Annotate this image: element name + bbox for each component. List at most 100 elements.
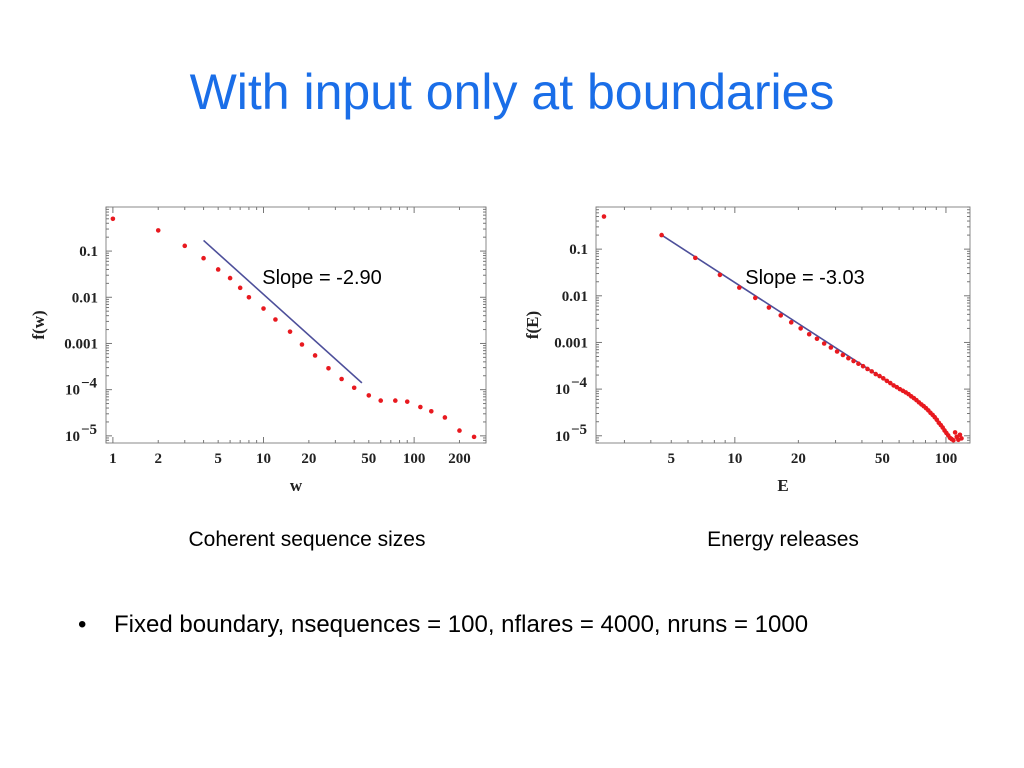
y-tick-label: 0.01 [72, 290, 98, 306]
bullet-list: Fixed boundary, nsequences = 100, nflare… [78, 608, 918, 642]
slope-annotation: Slope = -3.03 [745, 267, 865, 289]
data-point [884, 378, 890, 384]
y-tick-label: 10 [65, 383, 80, 399]
data-point [887, 380, 893, 386]
data-point [246, 294, 252, 300]
slope-annotation: Slope = -2.90 [262, 267, 382, 289]
data-point [846, 355, 851, 361]
data-point [273, 317, 278, 322]
data-point [806, 331, 812, 337]
x-tick-label: 10 [256, 451, 271, 467]
data-point [659, 232, 664, 238]
y-tick-label: 10 [555, 429, 570, 445]
data-point [601, 214, 607, 219]
data-point [856, 361, 861, 367]
data-point [766, 305, 772, 310]
data-point [237, 285, 243, 291]
bullet-item: Fixed boundary, nsequences = 100, nflare… [78, 608, 918, 642]
y-tick-label: 0.001 [64, 336, 98, 352]
y-tick-exponent: −5 [81, 422, 97, 438]
y-tick-label: 0.1 [79, 244, 98, 260]
data-point [821, 341, 827, 346]
x-tick-label: 10 [727, 451, 742, 467]
x-tick-label: 2 [154, 451, 162, 467]
data-point [326, 365, 331, 371]
data-point [693, 255, 698, 261]
x-axis-label: w [290, 476, 303, 495]
data-point [788, 320, 794, 325]
x-tick-label: 100 [403, 451, 426, 467]
data-point [869, 369, 875, 374]
data-point [339, 376, 344, 382]
data-point [881, 376, 886, 381]
y-tick-label: 0.01 [562, 289, 588, 305]
y-tick-label: 10 [555, 382, 570, 398]
fit-line [203, 239, 363, 384]
data-point [215, 267, 221, 272]
y-axis-label: f(w) [29, 310, 48, 339]
x-tick-label: 5 [668, 451, 676, 467]
data-point [828, 345, 834, 350]
data-point [155, 228, 161, 233]
x-tick-label: 50 [361, 451, 376, 467]
data-point [351, 385, 357, 391]
data-point [201, 255, 206, 261]
plot-frame [105, 206, 487, 444]
chart-caption: Energy releases [707, 528, 859, 551]
x-tick-label: 1 [109, 451, 117, 467]
x-tick-label: 20 [791, 451, 806, 467]
data-point [860, 363, 866, 369]
data-point [312, 353, 318, 358]
data-point [736, 285, 742, 290]
y-tick-exponent: −5 [571, 422, 587, 438]
y-tick-label: 0.001 [554, 335, 588, 351]
data-point [752, 295, 758, 301]
data-point [717, 272, 723, 278]
data-point [366, 393, 372, 398]
data-point [182, 243, 188, 249]
data-point [778, 313, 784, 318]
data-point [418, 404, 423, 410]
data-point [834, 349, 840, 354]
data-point [471, 434, 477, 440]
data-point [814, 336, 820, 342]
data-point [851, 358, 856, 364]
x-tick-label: 200 [448, 451, 471, 467]
y-tick-label: 0.1 [569, 242, 588, 258]
data-point [865, 366, 870, 372]
data-point [877, 373, 882, 379]
y-axis-label: f(E) [523, 311, 542, 339]
x-tick-label: 100 [935, 451, 958, 467]
data-point [378, 398, 384, 403]
data-point [951, 437, 956, 443]
data-point [299, 342, 305, 347]
chart-coherent-sequence-sizes: 1 2 5 10 20 50 100 200 0.1 0.01 0.001 10 −4 10 −5 w f(w)… [29, 195, 500, 505]
data-point [404, 399, 410, 404]
data-point [457, 428, 462, 433]
data-point [428, 408, 434, 414]
chart-caption: Coherent sequence sizes [188, 528, 426, 551]
y-tick-exponent: −4 [81, 376, 98, 392]
data-point [393, 398, 398, 403]
data-point [840, 352, 846, 358]
data-point [798, 326, 803, 331]
plot-frame [595, 206, 971, 444]
x-tick-label: 50 [875, 451, 890, 467]
x-tick-label: 20 [301, 451, 316, 467]
x-axis-label: E [777, 476, 788, 495]
data-point [959, 436, 964, 441]
data-point [110, 216, 116, 222]
slide-title: With input only at boundaries [189, 64, 835, 120]
data-point [957, 432, 963, 438]
y-tick-exponent: −4 [571, 375, 588, 391]
data-point [227, 275, 233, 281]
data-point [952, 430, 958, 435]
data-point [261, 306, 266, 311]
data-point [873, 371, 879, 377]
y-tick-label: 10 [65, 429, 80, 445]
data-point [442, 415, 448, 420]
x-tick-label: 5 [214, 451, 222, 467]
